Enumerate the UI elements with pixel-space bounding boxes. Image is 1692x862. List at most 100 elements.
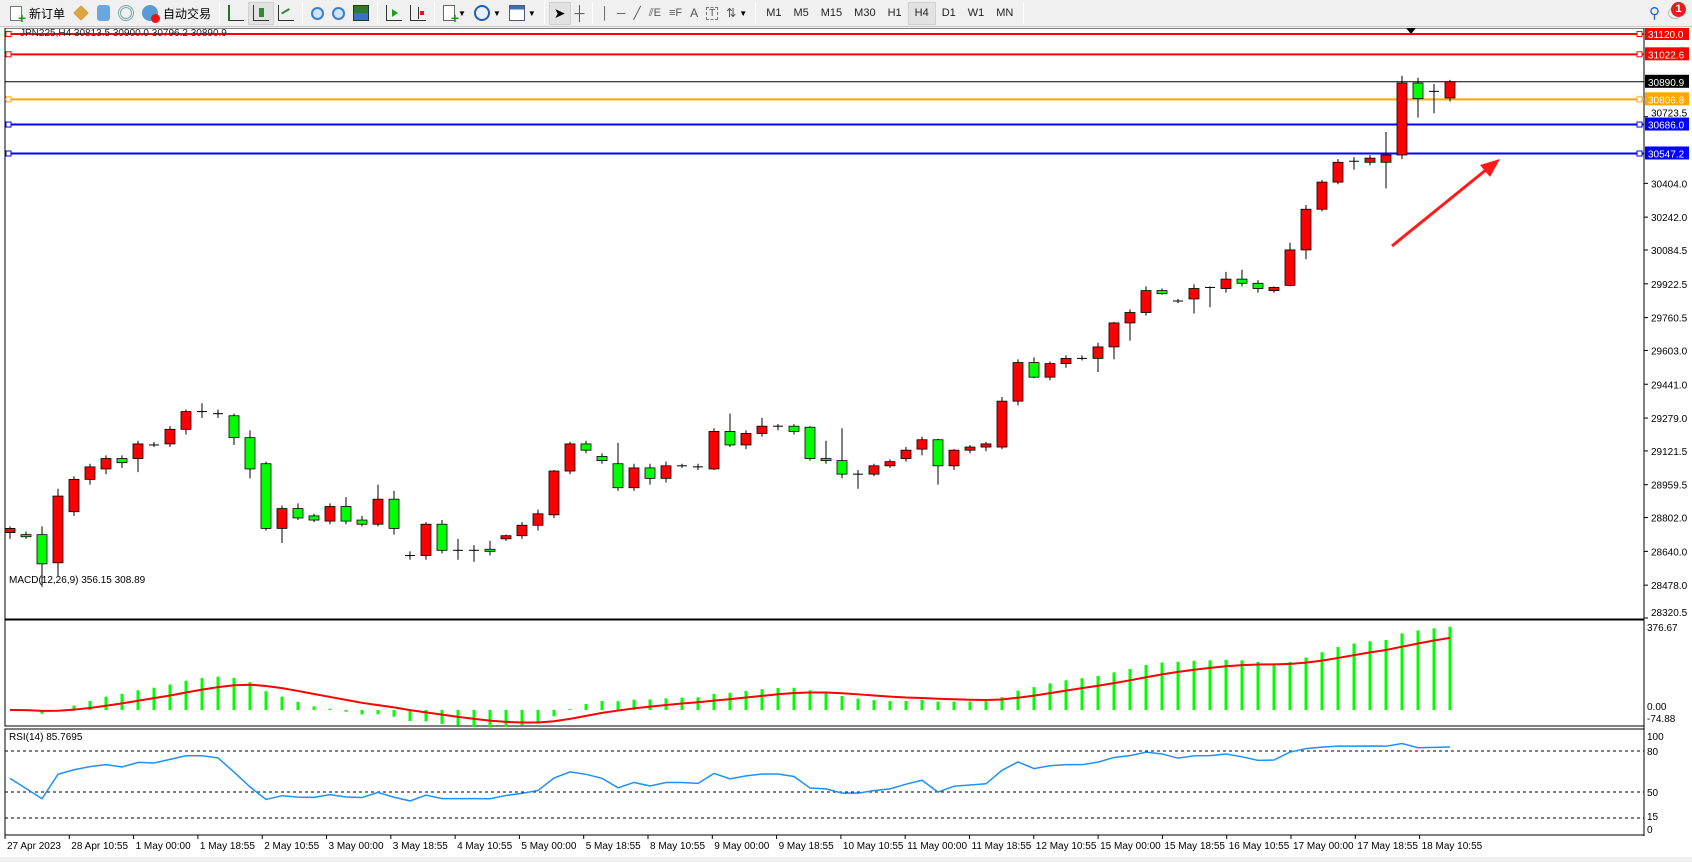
line-handle[interactable] <box>5 31 12 37</box>
bull-candle <box>1060 357 1072 365</box>
bear-candle <box>244 437 256 470</box>
macd-signal-line <box>9 636 1451 724</box>
price-tick-label: 28959.5 <box>1651 481 1688 492</box>
search-button[interactable]: ⚲ <box>1645 2 1664 25</box>
rsi-line <box>9 742 1451 802</box>
time-label: 15 May 18:55 <box>1164 841 1225 852</box>
timeframe-m5[interactable]: M5 <box>793 7 809 19</box>
line-handle[interactable] <box>1636 31 1643 37</box>
line-handle[interactable] <box>5 150 12 157</box>
line-handle[interactable] <box>1636 51 1643 58</box>
market-watch-button[interactable] <box>69 2 93 25</box>
bull-candle <box>708 430 720 470</box>
notifications-button[interactable]: 1 <box>1664 1 1686 25</box>
arrows-button[interactable]: ⇅ ▼ <box>722 2 751 25</box>
navigator-button[interactable] <box>93 2 114 25</box>
chart-window[interactable]: 30723.5 30404.0 30242.0 30084.5 29922.5 29760… <box>0 27 1692 857</box>
bull-candle <box>420 523 432 556</box>
timeframe-m15[interactable]: M15 <box>820 7 843 19</box>
line-handle[interactable] <box>5 51 12 58</box>
timeframe-m30[interactable]: M30 <box>854 7 876 19</box>
zoom-in-button[interactable] <box>307 2 328 25</box>
bull-candle <box>740 433 752 446</box>
line-chart-button[interactable] <box>274 2 298 25</box>
timeframe-d1[interactable]: D1 <box>941 7 956 19</box>
toolbar-separator <box>302 2 304 24</box>
trendline-button[interactable]: ╱ <box>629 2 644 25</box>
indicators-button[interactable]: + ▼ <box>439 2 470 25</box>
price-line-label-bg <box>1645 117 1689 131</box>
bull-candle <box>1188 288 1200 300</box>
text-label-icon: T <box>706 6 719 20</box>
bull-candle <box>532 513 544 526</box>
rsi-tick-label: 0 <box>1647 825 1653 836</box>
zoom-out-button[interactable] <box>328 2 349 25</box>
bar-chart-icon <box>228 5 245 21</box>
auto-trading-button[interactable]: 自动交易 <box>138 2 215 25</box>
auto-scroll-button[interactable] <box>382 2 406 25</box>
timeframe-mn[interactable]: MN <box>996 7 1014 19</box>
macd-tick-label: -74.88 <box>1647 714 1676 725</box>
signal-icon <box>118 5 135 21</box>
annotation-arrow[interactable] <box>1391 163 1493 248</box>
chart-shift-button[interactable] <box>406 2 430 25</box>
bull-candle <box>4 528 16 533</box>
cursor-icon: ➤ <box>553 4 566 21</box>
text-button[interactable]: A <box>686 2 702 25</box>
line-handle[interactable] <box>5 96 12 103</box>
bull-candle <box>1220 278 1232 289</box>
time-label: 28 Apr 10:55 <box>71 841 128 852</box>
bull-candle <box>916 439 928 450</box>
line-handle[interactable] <box>1636 150 1643 157</box>
timeframe-h4[interactable]: H4 <box>907 1 936 25</box>
line-handle[interactable] <box>1636 96 1643 103</box>
bear-candle <box>1028 362 1040 378</box>
bull-candle <box>68 478 80 513</box>
text-label-button[interactable]: T <box>702 2 722 25</box>
bar-chart-button[interactable] <box>224 2 248 25</box>
dropdown-arrow-icon: ▼ <box>739 8 748 18</box>
tile-windows-button[interactable] <box>349 2 373 25</box>
chart-shift-marker[interactable] <box>1406 28 1416 34</box>
bull-candle <box>84 466 96 480</box>
bull-candle <box>1316 181 1328 210</box>
bull-candle <box>1268 287 1280 291</box>
toolbar-separator <box>377 2 379 24</box>
time-label: 1 May 18:55 <box>200 841 255 852</box>
time-label: 4 May 10:55 <box>457 841 512 852</box>
timeframe-w1[interactable]: W1 <box>967 7 985 19</box>
time-label: 2 May 10:55 <box>264 841 319 852</box>
vertical-line-button[interactable]: │ <box>597 2 613 25</box>
bear-candle <box>292 508 304 519</box>
horizontal-line-button[interactable]: ─ <box>613 2 630 25</box>
add-indicator-icon: + <box>443 5 459 25</box>
price-tick-label: 28802.0 <box>1651 514 1688 525</box>
fibonacci-button[interactable]: ≡F <box>665 2 686 25</box>
periods-button[interactable]: ▼ <box>470 2 505 25</box>
line-handle[interactable] <box>1636 121 1643 128</box>
price-tick-label: 29279.0 <box>1651 414 1688 425</box>
auto-trading-label: 自动交易 <box>163 6 212 21</box>
bear-candle <box>20 534 32 538</box>
templates-button[interactable]: ▼ <box>505 2 540 25</box>
timeframe-m1[interactable]: M1 <box>766 7 782 19</box>
time-label: 5 May 00:00 <box>521 841 576 852</box>
trendline-icon: ╱ <box>633 6 641 20</box>
bull-candle <box>372 498 384 525</box>
candlestick-chart-button[interactable] <box>248 1 275 25</box>
price-tick-label: 30723.5 <box>1651 109 1688 120</box>
signal-button[interactable] <box>114 2 138 25</box>
time-label: 1 May 00:00 <box>136 841 191 852</box>
crosshair-button[interactable]: ┼ <box>571 2 589 25</box>
bear-candle <box>436 523 448 551</box>
cursor-button[interactable]: ➤ <box>548 1 571 25</box>
new-order-button[interactable]: + 新订单 <box>6 2 69 25</box>
bear-candle <box>36 534 48 565</box>
timeframe-h1[interactable]: H1 <box>887 7 902 19</box>
chart-canvas[interactable]: 30723.5 30404.0 30242.0 30084.5 29922.5 29760… <box>0 27 1692 857</box>
line-handle[interactable] <box>5 121 12 128</box>
bull-candle <box>884 461 896 467</box>
auto-scroll-icon <box>386 5 403 21</box>
annotation-arrowhead <box>1480 159 1500 177</box>
equidistant-channel-button[interactable]: ⫽E <box>645 2 665 25</box>
